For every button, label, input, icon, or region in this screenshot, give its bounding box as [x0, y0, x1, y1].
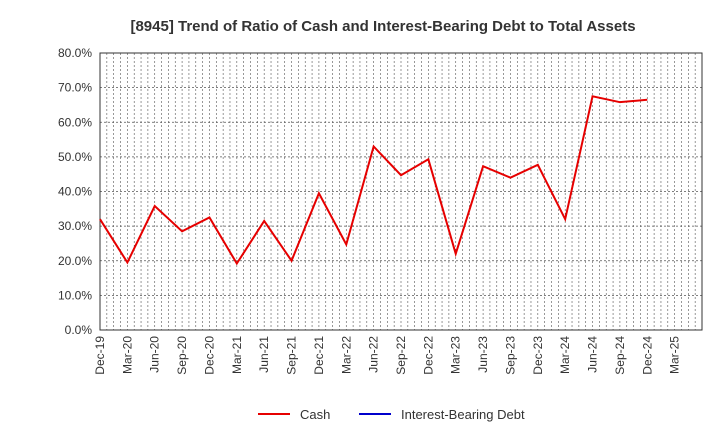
- x-tick-label: Jun-24: [586, 336, 600, 373]
- x-tick-label: Jun-20: [148, 336, 162, 373]
- grid: [100, 53, 702, 330]
- y-tick-label: 50.0%: [58, 150, 92, 164]
- x-tick-label: Sep-24: [613, 336, 627, 375]
- series-layer: [99, 95, 648, 266]
- y-tick-label: 80.0%: [58, 46, 92, 60]
- y-tick-label: 30.0%: [58, 219, 92, 233]
- x-tick-label: Jun-23: [476, 336, 490, 373]
- x-tick-label: Mar-22: [339, 336, 353, 374]
- x-tick-label: Mar-23: [449, 336, 463, 374]
- legend: Cash Interest-Bearing Debt: [258, 407, 525, 422]
- x-tick-label: Dec-20: [202, 336, 216, 375]
- legend-label-interest-bearing-debt: Interest-Bearing Debt: [401, 407, 525, 422]
- x-tick-label: Mar-25: [668, 336, 682, 374]
- x-tick-label: Sep-21: [285, 336, 299, 375]
- x-tick-label: Dec-24: [640, 336, 654, 375]
- x-tick-label: Sep-23: [503, 336, 517, 375]
- y-tick-label: 10.0%: [58, 288, 92, 302]
- x-tick-label: Sep-20: [175, 336, 189, 375]
- x-tick-label: Sep-22: [394, 336, 408, 375]
- x-tick-label: Dec-22: [421, 336, 435, 375]
- y-tick-label: 60.0%: [58, 115, 92, 129]
- y-tick-label: 40.0%: [58, 185, 92, 199]
- x-tick-label: Mar-20: [120, 336, 134, 374]
- legend-label-cash: Cash: [300, 407, 330, 422]
- chart-title: [8945] Trend of Ratio of Cash and Intere…: [130, 18, 635, 35]
- x-tick-label: Jun-22: [367, 336, 381, 373]
- x-tick-label: Mar-21: [230, 336, 244, 374]
- x-tick-label: Jun-21: [257, 336, 271, 373]
- x-tick-label: Dec-21: [312, 336, 326, 375]
- y-tick-label: 70.0%: [58, 81, 92, 95]
- x-tick-label: Mar-24: [558, 336, 572, 374]
- y-tick-label: 20.0%: [58, 254, 92, 268]
- plot-area: [99, 52, 703, 331]
- x-tick-label: Dec-23: [531, 336, 545, 375]
- series-line-cash: [99, 95, 648, 266]
- y-tick-label: 0.0%: [65, 323, 93, 337]
- y-axis: 0.0% 10.0% 20.0% 30.0% 40.0% 50.0% 60.0% 70.0% 8…: [58, 46, 92, 337]
- x-tick-label: Dec-19: [93, 336, 107, 375]
- x-axis: Dec-19 Mar-20 Jun-20 Sep-20 Dec-20 Mar-21 Jun-…: [93, 336, 682, 375]
